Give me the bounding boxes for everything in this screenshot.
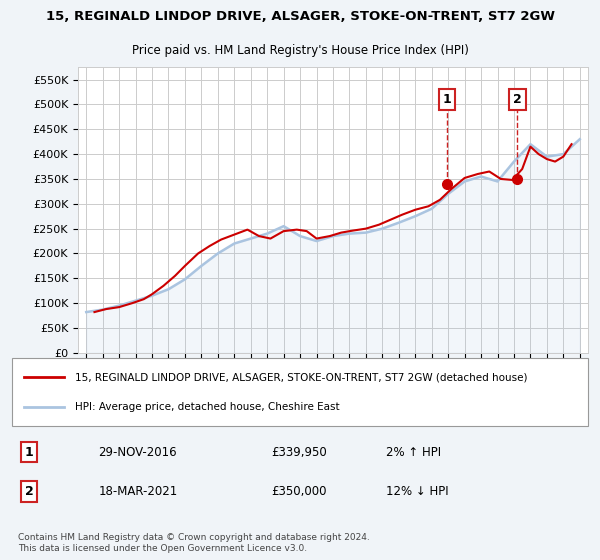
Text: 2% ↑ HPI: 2% ↑ HPI bbox=[386, 446, 442, 459]
Text: 1: 1 bbox=[25, 446, 34, 459]
Text: £339,950: £339,950 bbox=[271, 446, 327, 459]
FancyBboxPatch shape bbox=[12, 358, 588, 426]
Text: 2: 2 bbox=[25, 485, 34, 498]
Text: 15, REGINALD LINDOP DRIVE, ALSAGER, STOKE-ON-TRENT, ST7 2GW: 15, REGINALD LINDOP DRIVE, ALSAGER, STOK… bbox=[46, 10, 554, 24]
Text: 29-NOV-2016: 29-NOV-2016 bbox=[98, 446, 177, 459]
Text: 1: 1 bbox=[442, 93, 451, 106]
Text: HPI: Average price, detached house, Cheshire East: HPI: Average price, detached house, Ches… bbox=[76, 402, 340, 412]
Text: 2: 2 bbox=[513, 93, 522, 106]
Text: £350,000: £350,000 bbox=[271, 485, 326, 498]
Text: 18-MAR-2021: 18-MAR-2021 bbox=[98, 485, 178, 498]
Text: Price paid vs. HM Land Registry's House Price Index (HPI): Price paid vs. HM Land Registry's House … bbox=[131, 44, 469, 57]
Text: 12% ↓ HPI: 12% ↓ HPI bbox=[386, 485, 449, 498]
Text: 15, REGINALD LINDOP DRIVE, ALSAGER, STOKE-ON-TRENT, ST7 2GW (detached house): 15, REGINALD LINDOP DRIVE, ALSAGER, STOK… bbox=[76, 372, 528, 382]
Text: Contains HM Land Registry data © Crown copyright and database right 2024.
This d: Contains HM Land Registry data © Crown c… bbox=[18, 533, 370, 553]
